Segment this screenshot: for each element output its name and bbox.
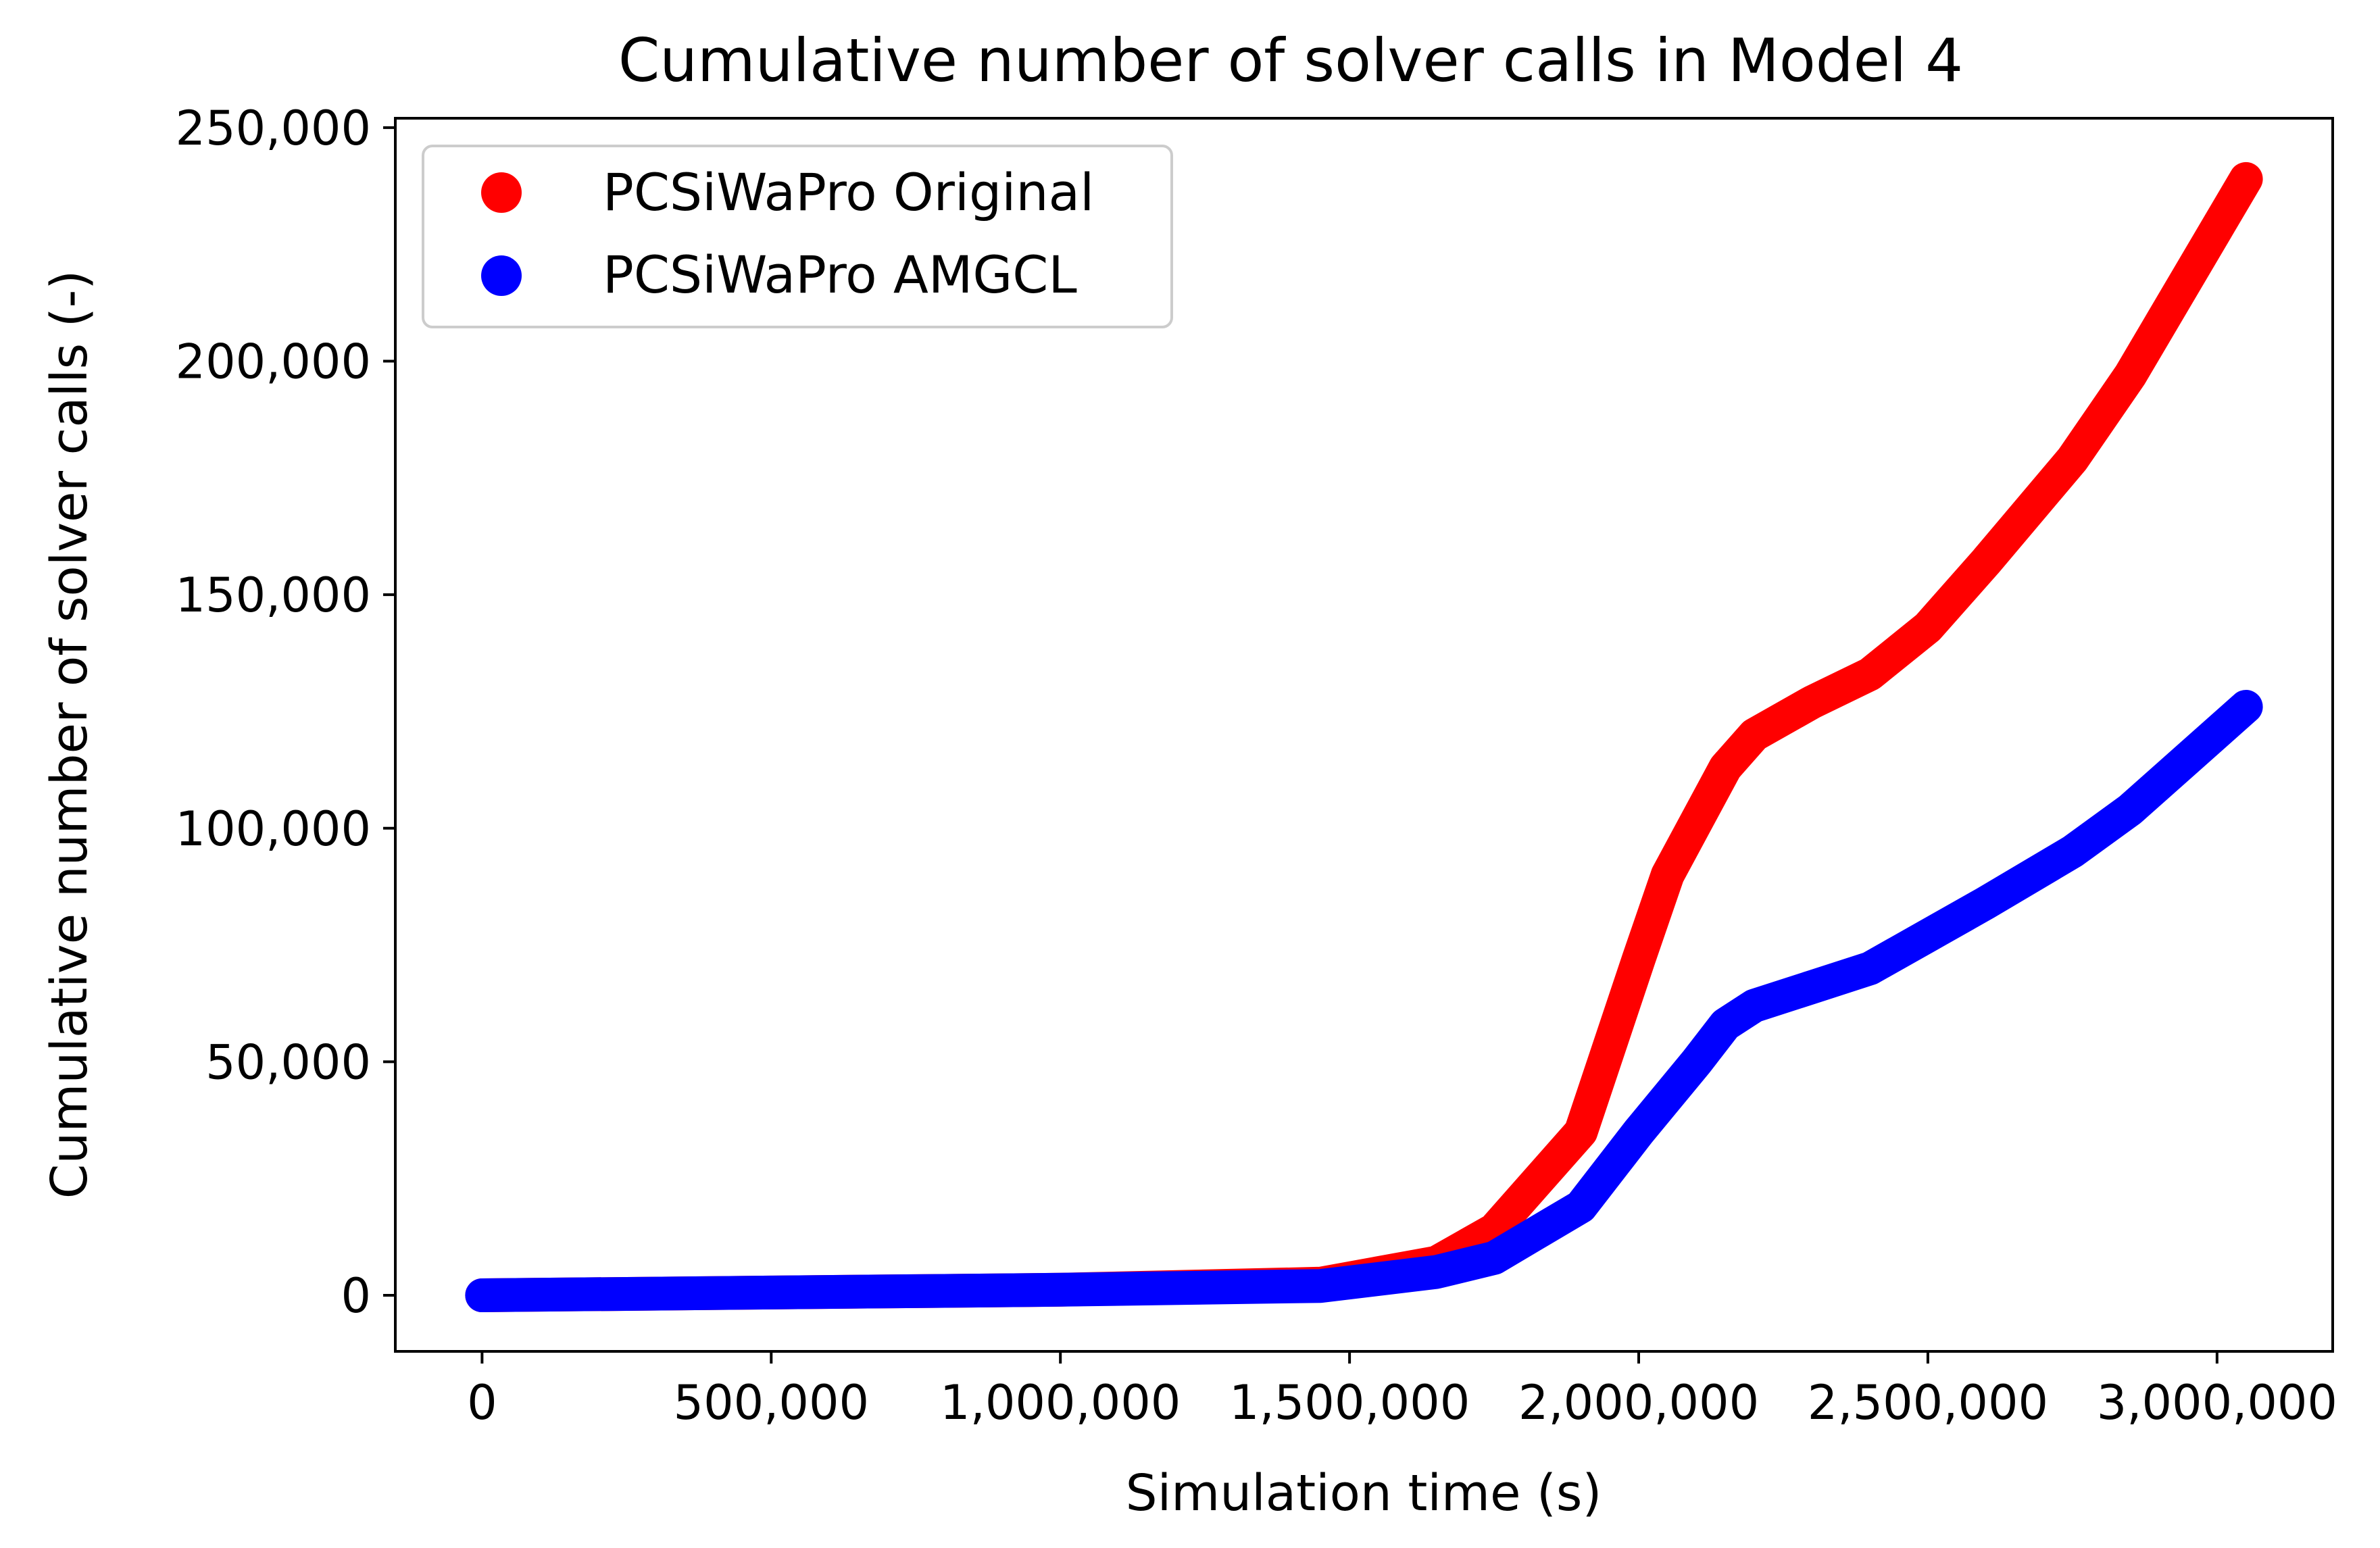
chart-title: Cumulative number of solver calls in Mod… xyxy=(618,26,1963,95)
plot-area-frame xyxy=(394,117,2334,1353)
y-tick-label: 100,000 xyxy=(176,801,371,857)
series-layer xyxy=(465,161,2263,1312)
y-tick-label: 150,000 xyxy=(176,568,371,623)
x-axis-label: Simulation time (s) xyxy=(1126,1464,1602,1522)
legend-marker-amgcl xyxy=(481,255,522,296)
legend-label-amgcl: PCSiWaPro AMGCL xyxy=(603,245,1077,305)
x-tick-label: 2,500,000 xyxy=(1808,1375,2048,1430)
axis-ticks: 0 500,000 1,000,000 1,500,000 2,000,000 2,500… xyxy=(176,101,2337,1430)
x-tick-label: 3,000,000 xyxy=(2097,1375,2337,1430)
x-tick-label: 1,000,000 xyxy=(940,1375,1181,1430)
x-tick-label: 2,000,000 xyxy=(1518,1375,1759,1430)
series-line-original xyxy=(465,161,2263,1312)
y-tick-label: 50,000 xyxy=(205,1034,371,1090)
y-tick-label: 250,000 xyxy=(176,101,371,156)
y-axis-label: Cumulative number of solver calls (-) xyxy=(41,270,99,1199)
x-tick-label: 1,500,000 xyxy=(1229,1375,1470,1430)
legend: PCSiWaPro Original PCSiWaPro AMGCL xyxy=(422,145,1173,328)
x-tick-label: 500,000 xyxy=(674,1375,869,1430)
series-line-amgcl xyxy=(465,690,2263,1312)
y-tick-label: 0 xyxy=(341,1268,371,1324)
legend-marker-original xyxy=(481,172,522,213)
x-tick-label: 0 xyxy=(467,1375,497,1430)
legend-frame xyxy=(422,145,1173,328)
legend-label-original: PCSiWaPro Original xyxy=(603,162,1094,222)
y-tick-label: 200,000 xyxy=(176,334,371,389)
